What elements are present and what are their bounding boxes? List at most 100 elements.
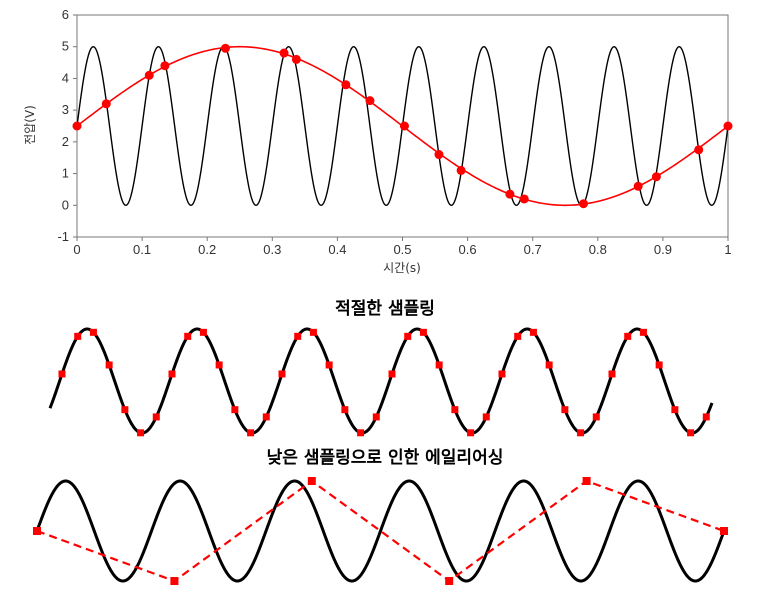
sample-point xyxy=(545,361,553,369)
sample-point xyxy=(170,577,179,585)
sample-point xyxy=(33,527,41,535)
sample-point xyxy=(121,406,129,414)
sample-point xyxy=(262,413,270,421)
sample-point xyxy=(529,328,537,336)
y-tick-label: -1 xyxy=(57,229,69,244)
sample-point xyxy=(651,172,661,182)
sample-point xyxy=(144,70,154,80)
y-tick-label: 0 xyxy=(62,197,69,212)
aliased-reconstruction-line xyxy=(36,479,725,583)
x-tick-label: 0.4 xyxy=(328,242,346,257)
sample-point xyxy=(291,54,301,64)
sample-point xyxy=(519,194,529,204)
sample-point xyxy=(655,361,663,369)
sample-point xyxy=(592,413,600,421)
x-tick-label: 0.6 xyxy=(459,242,477,257)
sample-point xyxy=(307,477,316,485)
tick-labels: 0 0.1 0.2 0.3 0.4 0.5 0.6 0.7 0.8 0.9 1 -1 0 1 2 3 4 5 6 xyxy=(57,7,731,257)
sample-point xyxy=(687,429,695,437)
sample-point xyxy=(456,165,466,175)
sampled-voltage-chart: 0 0.1 0.2 0.3 0.4 0.5 0.6 0.7 0.8 0.9 1 -1 0 1 2 3 4 5 6 시… xyxy=(23,7,733,275)
sample-point xyxy=(184,332,192,340)
sample-series xyxy=(72,43,733,209)
sample-point xyxy=(702,413,710,421)
proper-sampling-title: 적절한 샘플링 xyxy=(335,299,435,319)
sample-point xyxy=(294,332,302,340)
sample-point xyxy=(105,361,113,369)
x-tick-label: 0.1 xyxy=(133,242,151,257)
sample-point xyxy=(608,370,616,378)
y-tick-label: 2 xyxy=(62,134,69,149)
sample-point xyxy=(671,406,679,414)
sample-point xyxy=(582,477,591,485)
sample-point xyxy=(152,413,160,421)
sample-point xyxy=(578,199,588,209)
sample-point xyxy=(467,429,475,437)
sample-point xyxy=(279,48,289,58)
sample-point xyxy=(372,413,380,421)
sample-point xyxy=(58,370,66,378)
sample-point xyxy=(137,429,145,437)
sample-point xyxy=(74,332,82,340)
sample-point xyxy=(435,361,443,369)
sample-point xyxy=(220,43,230,53)
y-tick-label: 6 xyxy=(62,7,69,22)
sample-series xyxy=(33,477,728,585)
sample-point xyxy=(247,429,255,437)
sample-point xyxy=(72,121,82,131)
aliasing-title: 낮은 샘플링으로 인한 에일리어싱 xyxy=(266,448,504,468)
sample-point xyxy=(357,429,365,437)
x-tick-label: 0.8 xyxy=(589,242,607,257)
sample-point xyxy=(482,413,490,421)
sample-point xyxy=(404,332,412,340)
sample-point xyxy=(365,96,375,106)
x-tick-label: 0.3 xyxy=(263,242,281,257)
sample-point xyxy=(434,150,444,160)
sample-point xyxy=(341,80,351,90)
x-tick-label: 1 xyxy=(724,242,731,257)
y-tick-label: 1 xyxy=(62,166,69,181)
sample-point xyxy=(445,577,454,585)
x-tick-label: 0.9 xyxy=(654,242,672,257)
sample-point xyxy=(168,370,176,378)
sample-point xyxy=(723,121,733,131)
sample-point xyxy=(498,370,506,378)
signal-series xyxy=(48,327,714,435)
x-axis-label: 시간(s) xyxy=(383,261,421,275)
signal-series xyxy=(35,479,726,583)
sample-point xyxy=(451,406,459,414)
sample-point xyxy=(514,332,522,340)
sample-point xyxy=(278,370,286,378)
y-axis-label: 전압(V) xyxy=(23,105,37,145)
sample-point xyxy=(633,181,643,191)
y-tick-label: 4 xyxy=(62,70,69,85)
sample-point xyxy=(720,527,728,535)
sample-point xyxy=(309,328,317,336)
x-tick-label: 0.7 xyxy=(524,242,542,257)
sample-point xyxy=(694,145,704,155)
sample-point xyxy=(639,328,647,336)
sample-point xyxy=(624,332,632,340)
sample-point xyxy=(215,361,223,369)
x-tick-label: 0 xyxy=(73,242,80,257)
sample-series xyxy=(58,328,710,437)
sample-point xyxy=(419,328,427,336)
sample-point xyxy=(341,406,349,414)
y-tick-label: 3 xyxy=(62,102,69,117)
sample-point xyxy=(388,370,396,378)
x-tick-label: 0.5 xyxy=(393,242,411,257)
x-tick-label: 0.2 xyxy=(198,242,216,257)
sample-point xyxy=(577,429,585,437)
sample-point xyxy=(399,121,409,131)
y-tick-label: 5 xyxy=(62,39,69,54)
signal-line xyxy=(48,327,714,435)
sample-point xyxy=(101,99,111,109)
sample-point xyxy=(160,61,170,71)
sample-point xyxy=(89,328,97,336)
sample-point xyxy=(325,361,333,369)
signal-line xyxy=(35,479,726,583)
sample-point xyxy=(505,189,515,199)
sample-point xyxy=(199,328,207,336)
sample-point xyxy=(231,406,239,414)
sample-point xyxy=(561,406,569,414)
